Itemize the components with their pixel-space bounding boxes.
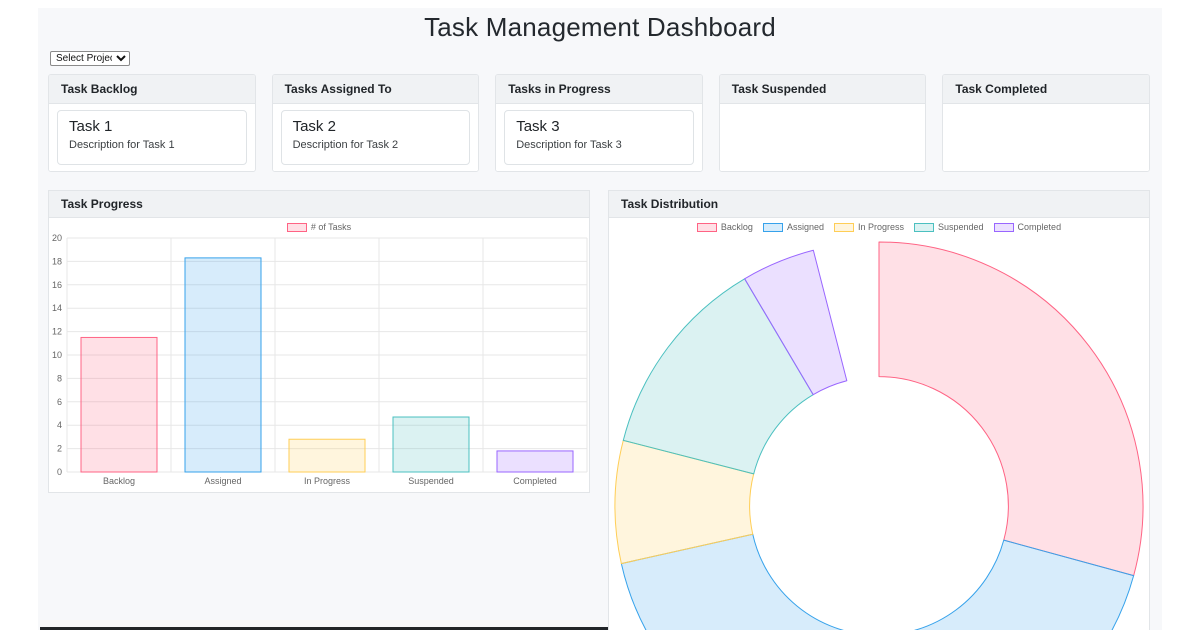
doughnut-legend-item-assigned[interactable]: Assigned (762, 222, 824, 232)
y-tick-label: 16 (52, 280, 62, 290)
card-body: Task 1 Description for Task 1 (49, 104, 255, 171)
task-item[interactable]: Task 1 Description for Task 1 (57, 110, 247, 165)
x-axis-label: Completed (513, 476, 557, 486)
card-body: Task 2 Description for Task 2 (272, 104, 479, 171)
task-description: Description for Task 3 (516, 139, 622, 151)
task-description: Description for Task 1 (69, 139, 175, 151)
card-tasks-in-progress: Tasks in Progress Task 3 Description for… (495, 74, 703, 172)
legend-swatch (286, 222, 307, 232)
doughnut-chart-legend: Backlog Assigned In Progress Suspended Compl… (609, 222, 1149, 232)
x-axis-label: Assigned (204, 476, 241, 486)
task-distribution-panel: Task Distribution Backlog Assigned In Prog… (608, 190, 1150, 630)
card-title: Task Suspended (719, 75, 926, 104)
legend-swatch (914, 222, 934, 232)
slice-completed[interactable] (744, 249, 848, 396)
card-title: Tasks in Progress (496, 75, 702, 104)
card-title: Task Backlog (49, 75, 255, 104)
card-body (719, 104, 926, 171)
slice-suspended[interactable] (622, 278, 814, 475)
bar-chart-canvas[interactable]: 0 2 4 6 8 10 12 14 16 18 20 Backlog Assigned In Progr… (49, 218, 589, 492)
card-body (943, 104, 1149, 171)
card-task-completed: Task Completed (942, 74, 1150, 172)
y-tick-label: 14 (52, 303, 62, 313)
doughnut-chart-area: Backlog Assigned In Progress Suspended Compl… (609, 218, 1149, 630)
bar-chart-legend: # of Tasks (49, 222, 589, 232)
bar-completed[interactable] (496, 450, 574, 473)
x-axis-label: In Progress (304, 476, 351, 486)
legend-swatch (993, 222, 1014, 232)
legend-swatch (833, 222, 854, 232)
panel-title: Task Progress (49, 191, 589, 218)
legend-label: # of Tasks (310, 222, 352, 232)
task-name: Task 3 (516, 118, 560, 135)
y-tick-label: 6 (57, 397, 62, 407)
legend-swatch (762, 222, 783, 232)
bar-legend-item-#-of-tasks[interactable]: # of Tasks (286, 222, 352, 232)
slice-assigned[interactable] (620, 533, 1135, 630)
slice-backlog[interactable] (878, 241, 1144, 577)
card-body: Task 3 Description for Task 3 (496, 104, 702, 171)
x-axis-label: Backlog (103, 476, 135, 486)
bar-chart-area: # of Tasks 0 2 4 6 8 10 12 14 16 18 20 Backlog Assig… (49, 218, 589, 492)
doughnut-legend-item-suspended[interactable]: Suspended (914, 222, 984, 232)
x-axis-label: Suspended (408, 476, 454, 486)
y-tick-label: 12 (52, 327, 62, 337)
page-title: Task Management Dashboard (424, 12, 776, 42)
task-name: Task 1 (69, 118, 113, 135)
y-tick-label: 0 (57, 467, 62, 477)
project-select-row: Select Project (38, 44, 1162, 66)
bar-suspended[interactable] (392, 416, 470, 473)
bar-in-progress[interactable] (288, 438, 366, 473)
card-title: Tasks Assigned To (272, 75, 479, 104)
y-tick-label: 10 (52, 350, 62, 360)
legend-label: Backlog (720, 222, 753, 232)
task-progress-panel: Task Progress # of Tasks 0 2 4 6 8 10 12 14 16 18… (48, 190, 590, 493)
y-tick-label: 20 (52, 233, 62, 243)
legend-label: Completed (1017, 222, 1062, 232)
card-task-backlog: Task Backlog Task 1 Description for Task… (48, 74, 256, 172)
card-title: Task Completed (943, 75, 1149, 104)
bar-assigned[interactable] (184, 257, 262, 473)
card-tasks-assigned: Tasks Assigned To Task 2 Description for… (271, 74, 480, 172)
y-tick-label: 18 (52, 256, 62, 266)
doughnut-chart-canvas[interactable] (609, 218, 1149, 630)
doughnut-legend-item-in-progress[interactable]: In Progress (833, 222, 904, 232)
legend-swatch (696, 222, 717, 232)
dashboard-container: Task Management Dashboard Select Project… (38, 8, 1162, 630)
y-tick-label: 2 (57, 444, 62, 454)
task-item[interactable]: Task 2 Description for Task 2 (280, 110, 471, 165)
y-tick-label: 4 (57, 420, 62, 430)
clipped-footer-edge (40, 627, 608, 630)
project-select[interactable]: Select Project (50, 51, 130, 66)
summary-cards-row: Task Backlog Task 1 Description for Task… (48, 74, 1150, 172)
charts-row: Task Progress # of Tasks 0 2 4 6 8 10 12 14 16 18… (48, 190, 1150, 630)
task-item[interactable]: Task 3 Description for Task 3 (504, 110, 694, 165)
y-tick-label: 8 (57, 373, 62, 383)
panel-title: Task Distribution (609, 191, 1149, 218)
legend-label: Suspended (938, 222, 984, 232)
card-task-suspended: Task Suspended (718, 74, 927, 172)
doughnut-legend-item-backlog[interactable]: Backlog (696, 222, 753, 232)
task-name: Task 2 (292, 118, 336, 135)
doughnut-legend-item-completed[interactable]: Completed (993, 222, 1062, 232)
bar-backlog[interactable] (80, 336, 158, 473)
task-description: Description for Task 2 (292, 139, 399, 151)
legend-label: In Progress (857, 222, 904, 232)
legend-label: Assigned (786, 222, 824, 232)
